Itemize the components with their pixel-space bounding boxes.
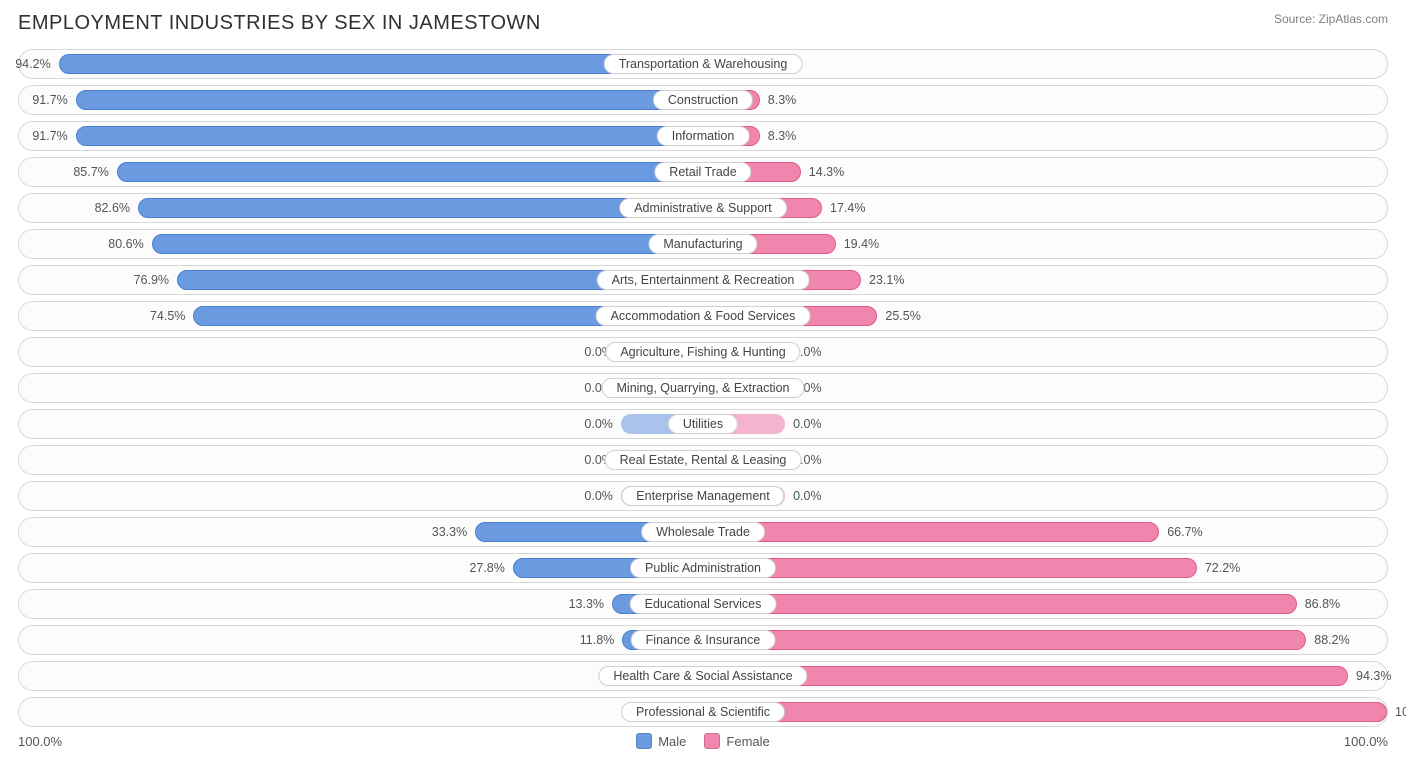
female-pct-label: 14.3% [809,165,844,179]
female-pct-label: 19.4% [844,237,879,251]
female-pct-label: 0.0% [793,417,822,431]
female-bar [703,630,1306,650]
category-label: Mining, Quarrying, & Extraction [602,378,805,398]
chart-source: Source: ZipAtlas.com [1274,12,1388,26]
chart-title: EMPLOYMENT INDUSTRIES BY SEX IN JAMESTOW… [18,12,541,35]
female-pct-label: 72.2% [1205,561,1240,575]
category-label: Real Estate, Rental & Leasing [605,450,802,470]
chart-row: 82.6% 17.4% Administrative & Support [18,193,1388,223]
male-pct-label: 76.9% [134,273,169,287]
chart-row: 0.0%0.0%Agriculture, Fishing & Hunting [18,337,1388,367]
category-label: Wholesale Trade [641,522,765,542]
chart-row: 0.0%0.0%Real Estate, Rental & Leasing [18,445,1388,475]
male-pct-label: 74.5% [150,309,185,323]
legend-item-male: Male [636,733,686,749]
male-pct-label: 27.8% [469,561,504,575]
chart-header: EMPLOYMENT INDUSTRIES BY SEX IN JAMESTOW… [18,12,1388,35]
male-pct-label: 91.7% [32,93,67,107]
category-label: Educational Services [630,594,777,614]
female-pct-label: 94.3% [1356,669,1391,683]
male-pct-label: 82.6% [95,201,130,215]
category-label: Manufacturing [648,234,757,254]
category-label: Transportation & Warehousing [604,54,803,74]
chart-row: 74.5% 25.5% Accommodation & Food Services [18,301,1388,331]
female-pct-label: 8.3% [768,93,797,107]
legend-item-female: Female [704,733,769,749]
category-label: Administrative & Support [619,198,787,218]
male-bar [76,126,703,146]
chart-row: 0.0% 0.0% Utilities [18,409,1388,439]
male-swatch-icon [636,733,652,749]
chart-row: 76.9% 23.1% Arts, Entertainment & Recreati… [18,265,1388,295]
chart-row: 11.8% 88.2% Finance & Insurance [18,625,1388,655]
legend-female-label: Female [726,734,769,749]
female-pct-label: 100.0% [1395,705,1406,719]
chart-row: 80.6% 19.4% Manufacturing [18,229,1388,259]
female-pct-label: 0.0% [793,489,822,503]
female-swatch-icon [704,733,720,749]
male-pct-label: 85.7% [73,165,108,179]
chart-row: 13.3% 86.8% Educational Services [18,589,1388,619]
chart-row: 0.0%100.0%Professional & Scientific [18,697,1388,727]
female-bar [703,558,1197,578]
male-pct-label: 94.2% [15,57,50,71]
male-pct-label: 33.3% [432,525,467,539]
category-label: Professional & Scientific [621,702,785,722]
category-label: Health Care & Social Assistance [598,666,807,686]
chart-row: 27.8% 72.2% Public Administration [18,553,1388,583]
chart-footer: 100.0% Male Female 100.0% [18,733,1388,749]
male-pct-label: 0.0% [584,489,613,503]
chart-row: 0.0% 0.0% Enterprise Management [18,481,1388,511]
female-pct-label: 66.7% [1167,525,1202,539]
legend-male-label: Male [658,734,686,749]
diverging-bar-chart: 94.2%5.8%Transportation & Warehousing 91.… [18,49,1388,727]
category-label: Utilities [668,414,738,434]
female-pct-label: 17.4% [830,201,865,215]
chart-row: 91.7% 8.3% Information [18,121,1388,151]
female-bar [703,522,1159,542]
male-pct-label: 0.0% [584,417,613,431]
category-label: Agriculture, Fishing & Hunting [605,342,800,362]
chart-row: 0.0%0.0%Mining, Quarrying, & Extraction [18,373,1388,403]
chart-row: 91.7% 8.3% Construction [18,85,1388,115]
chart-row: 85.7% 14.3% Retail Trade [18,157,1388,187]
chart-row: 5.7%94.3%Health Care & Social Assistance [18,661,1388,691]
category-label: Construction [653,90,753,110]
female-pct-label: 23.1% [869,273,904,287]
female-pct-label: 25.5% [885,309,920,323]
male-bar [152,234,703,254]
female-bar [703,702,1387,722]
male-bar [76,90,703,110]
legend: Male Female [636,733,770,749]
chart-row: 33.3% 66.7% Wholesale Trade [18,517,1388,547]
axis-right-label: 100.0% [1344,734,1388,749]
category-label: Retail Trade [654,162,751,182]
male-bar [117,162,703,182]
male-pct-label: 91.7% [32,129,67,143]
male-pct-label: 80.6% [108,237,143,251]
category-label: Finance & Insurance [631,630,776,650]
male-pct-label: 13.3% [569,597,604,611]
category-label: Public Administration [630,558,776,578]
category-label: Arts, Entertainment & Recreation [597,270,810,290]
female-pct-label: 8.3% [768,129,797,143]
axis-left-label: 100.0% [18,734,62,749]
category-label: Enterprise Management [621,486,784,506]
male-pct-label: 11.8% [580,633,615,647]
category-label: Accommodation & Food Services [596,306,811,326]
female-pct-label: 88.2% [1314,633,1349,647]
female-bar [703,594,1297,614]
chart-row: 94.2%5.8%Transportation & Warehousing [18,49,1388,79]
category-label: Information [657,126,750,146]
female-pct-label: 86.8% [1305,597,1340,611]
